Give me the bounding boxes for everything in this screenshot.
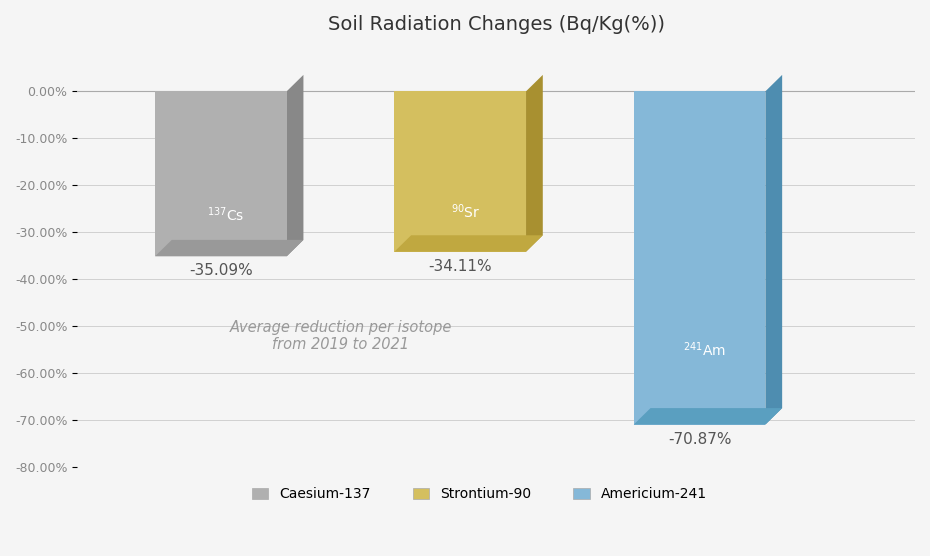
Polygon shape [286, 75, 303, 256]
Polygon shape [155, 240, 303, 256]
Text: -35.09%: -35.09% [189, 264, 253, 279]
Text: $^{90}$Sr: $^{90}$Sr [450, 202, 480, 221]
Polygon shape [155, 91, 286, 256]
Polygon shape [526, 75, 543, 252]
Polygon shape [394, 91, 526, 252]
Polygon shape [394, 235, 543, 252]
Title: Soil Radiation Changes (Bq/Kg(%)): Soil Radiation Changes (Bq/Kg(%)) [327, 15, 665, 34]
Polygon shape [765, 75, 782, 425]
Legend: Caesium-137, Strontium-90, Americium-241: Caesium-137, Strontium-90, Americium-241 [246, 481, 712, 507]
Text: Average reduction per isotope
from 2019 to 2021: Average reduction per isotope from 2019 … [230, 320, 452, 352]
Text: $^{137}$Cs: $^{137}$Cs [207, 206, 245, 225]
Polygon shape [633, 408, 782, 425]
Polygon shape [633, 91, 765, 425]
Text: -70.87%: -70.87% [668, 431, 731, 446]
Text: -34.11%: -34.11% [429, 259, 492, 274]
Text: $^{241}$Am: $^{241}$Am [684, 340, 726, 359]
